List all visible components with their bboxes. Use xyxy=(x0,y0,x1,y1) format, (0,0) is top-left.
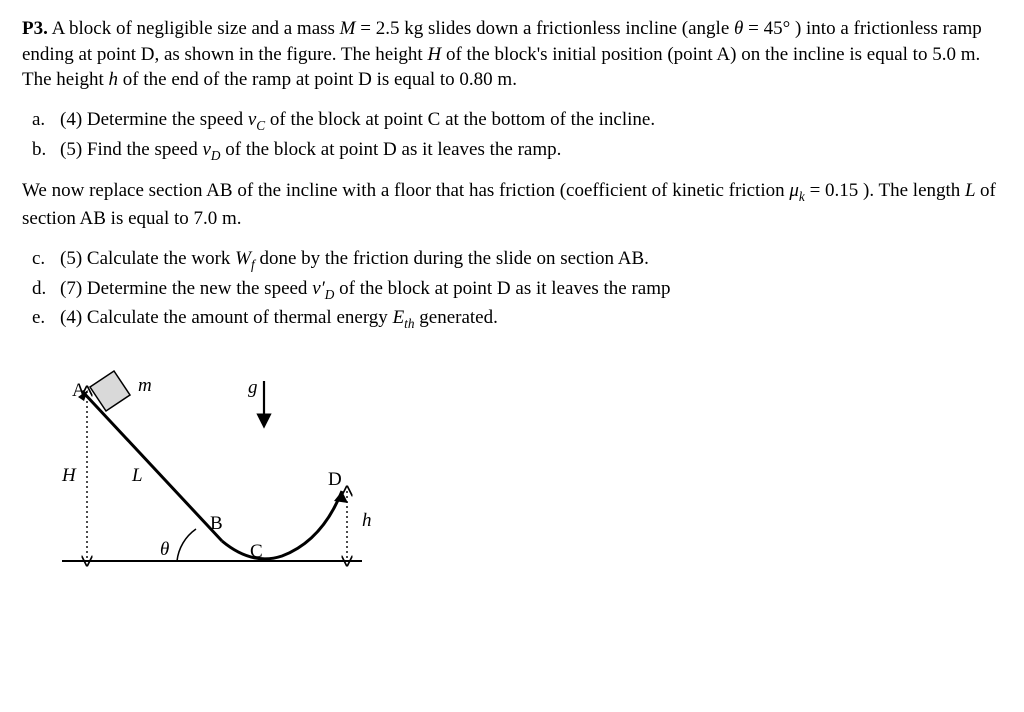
points-d: (7) xyxy=(60,278,87,299)
qd-t1: Determine the new the speed xyxy=(87,278,312,299)
svg-text:B: B xyxy=(210,513,223,534)
qa-t1: Determine the speed xyxy=(87,109,248,130)
marker-d: d. xyxy=(32,276,60,304)
mid-s2: ). The length xyxy=(858,180,965,201)
svg-text:L: L xyxy=(131,465,143,486)
svg-text:g: g xyxy=(248,377,258,398)
question-list-1: a. (4) Determine the speed vC of the blo… xyxy=(32,107,1002,164)
mu-var: μ xyxy=(789,180,799,201)
L-var: L xyxy=(965,180,980,201)
theta-eq: = 45° xyxy=(743,18,790,39)
marker-b: b. xyxy=(32,137,60,165)
marker-a: a. xyxy=(32,107,60,135)
figure-container: Am g H L Bθ C Dh xyxy=(22,351,1002,589)
qa-v: v xyxy=(248,109,256,130)
intro-text-2: kg slides down a frictionless incline (a… xyxy=(399,18,734,39)
qb-t2: of the block at point D as it leaves the… xyxy=(221,139,562,160)
svg-text:A: A xyxy=(72,380,86,401)
points-b: (5) xyxy=(60,139,87,160)
question-e: e. (4) Calculate the amount of thermal e… xyxy=(32,305,1002,333)
svg-text:C: C xyxy=(250,541,263,562)
points-a: (4) xyxy=(60,109,87,130)
svg-text:H: H xyxy=(61,465,77,486)
qd-t2: of the block at point D as it leaves the… xyxy=(334,278,670,299)
question-list-2: c. (5) Calculate the work Wf done by the… xyxy=(32,246,1002,333)
marker-e: e. xyxy=(32,305,60,333)
qb-t1: Find the speed xyxy=(87,139,203,160)
qd-v: v′ xyxy=(312,278,325,299)
qe-t2: generated. xyxy=(415,307,498,328)
theta-var: θ xyxy=(734,18,743,39)
question-b: b. (5) Find the speed vD of the block at… xyxy=(32,137,1002,165)
question-d: d. (7) Determine the new the speed v′D o… xyxy=(32,276,1002,304)
mass-eq: = 2.5 xyxy=(356,18,400,39)
mass-var: M xyxy=(340,18,356,39)
qa-t2: of the block at point C at the bottom of… xyxy=(265,109,655,130)
svg-text:D: D xyxy=(328,469,342,490)
points-e: (4) xyxy=(60,307,87,328)
qc-t1: Calculate the work xyxy=(87,248,235,269)
svg-text:m: m xyxy=(138,375,152,396)
qe-E: E xyxy=(393,307,405,328)
question-c: c. (5) Calculate the work Wf done by the… xyxy=(32,246,1002,274)
intro-text-5: of the end of the ramp at point D is equ… xyxy=(123,69,517,90)
question-a: a. (4) Determine the speed vC of the blo… xyxy=(32,107,1002,135)
marker-c: c. xyxy=(32,246,60,274)
intro-text-1: A block of negligible size and a mass xyxy=(52,18,340,39)
svg-text:h: h xyxy=(362,510,372,531)
qc-W: W xyxy=(235,248,251,269)
points-c: (5) xyxy=(60,248,87,269)
qc-t2: done by the friction during the slide on… xyxy=(255,248,649,269)
qb-v: v xyxy=(202,139,210,160)
mu-eq: = 0.15 xyxy=(805,180,858,201)
qb-sub: D xyxy=(211,147,221,162)
physics-diagram: Am g H L Bθ C Dh xyxy=(22,351,382,581)
mid-paragraph: We now replace section AB of the incline… xyxy=(22,178,1002,231)
svg-text:θ: θ xyxy=(160,539,169,560)
qa-sub: C xyxy=(256,118,265,133)
qe-t1: Calculate the amount of thermal energy xyxy=(87,307,393,328)
height-h-var: h xyxy=(104,69,123,90)
qd-sub: D xyxy=(325,286,335,301)
problem-label: P3. xyxy=(22,18,48,39)
qe-sub: th xyxy=(404,316,414,331)
height-H-var: H xyxy=(427,44,441,65)
mid-s1: We now replace section AB of the incline… xyxy=(22,180,789,201)
problem-intro: P3. A block of negligible size and a mas… xyxy=(22,16,1002,93)
